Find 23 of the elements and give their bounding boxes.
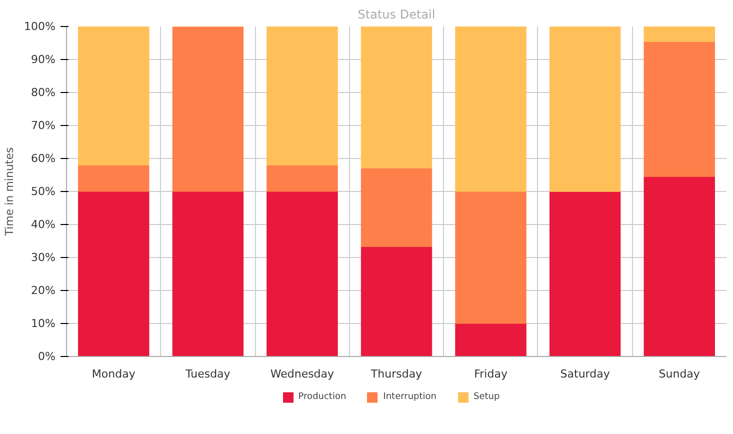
y-tick-label: 80% [31,86,56,99]
y-tick-label: 30% [31,251,56,264]
legend-label: Setup [474,392,500,402]
y-tick-label: 10% [31,317,56,330]
legend-label: Interruption [383,392,437,402]
chart-title: Status Detail [358,8,436,22]
legend-label: Production [298,392,346,402]
x-tick-label: Wednesday [270,368,335,380]
y-tick-label: 0% [38,350,56,363]
y-tick-label: 20% [31,284,56,297]
y-axis-title: Time in minutes [3,146,16,237]
y-tick-label: 90% [31,53,56,66]
y-tick-label: 100% [24,20,56,33]
x-tick-label: Friday [474,368,508,380]
x-tick-label: Saturday [560,368,610,380]
x-tick-label: Monday [92,368,136,380]
x-tick-label: Tuesday [184,368,231,380]
x-tick-label: Thursday [370,368,423,380]
x-tick-label: Sunday [658,368,700,380]
y-tick-label: 60% [31,152,56,165]
y-tick-label: 40% [31,218,56,231]
y-tick-label: 70% [31,119,56,132]
y-tick-label: 50% [31,185,56,198]
